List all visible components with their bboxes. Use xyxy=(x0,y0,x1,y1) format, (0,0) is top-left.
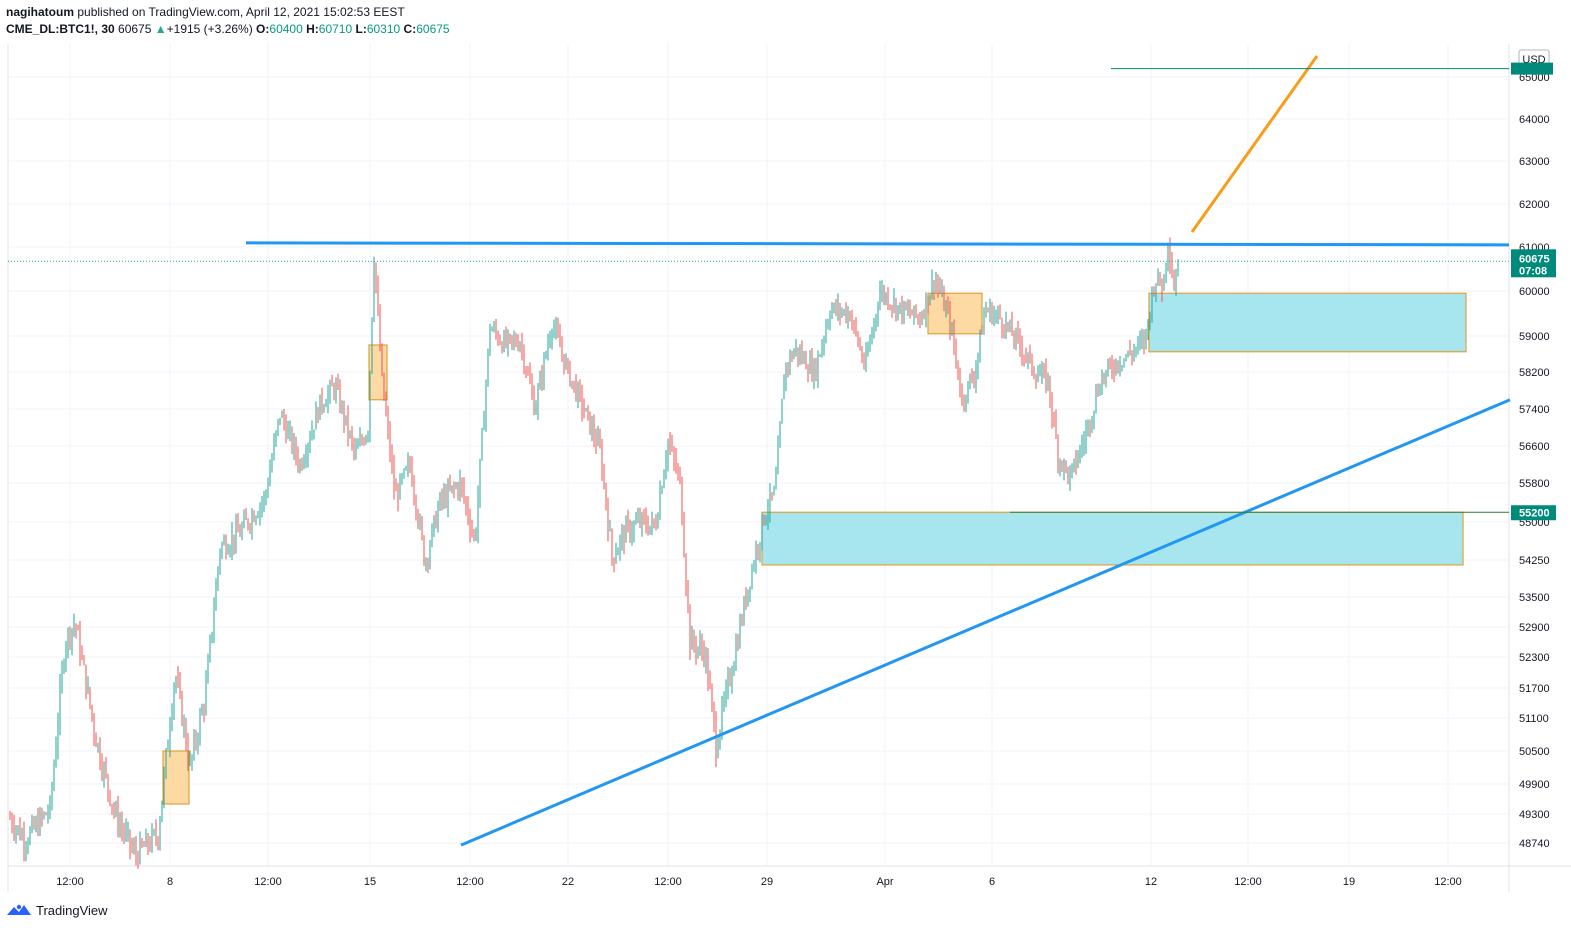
price-axis[interactable]: 48740 49300 49900 50500 51100 51700 52300 52900… xyxy=(1511,49,1556,850)
grid-lines xyxy=(7,44,1571,892)
time-tick-label: 12 xyxy=(1145,876,1157,888)
bar-countdown: 07:08 xyxy=(1519,265,1547,277)
marked-level-tag xyxy=(1511,505,1556,521)
author-name[interactable]: nagihatoum xyxy=(6,5,74,19)
time-tick-label: 12:00 xyxy=(56,876,84,888)
time-tick-label: 22 xyxy=(562,876,574,888)
price-tick-label: 50500 xyxy=(1519,746,1550,758)
high-value: 60710 xyxy=(318,22,353,36)
low-key: L: xyxy=(355,22,367,36)
time-tick-label: 12:00 xyxy=(1434,876,1462,888)
change-label: +1915 (+3.26%) xyxy=(166,22,253,36)
price-tick-label: 52900 xyxy=(1519,622,1550,634)
footer-brand[interactable]: TradingView xyxy=(6,902,108,918)
price-tick-label: 65000 xyxy=(1519,72,1550,84)
open-value: 60400 xyxy=(269,22,303,36)
demand-zone[interactable] xyxy=(1148,292,1467,353)
price-tick-label: 48740 xyxy=(1519,838,1550,850)
price-tick-label: 51700 xyxy=(1519,683,1550,695)
order-block[interactable] xyxy=(927,292,983,335)
last-price-tag xyxy=(1511,249,1556,278)
price-tick-label: 59000 xyxy=(1519,331,1550,343)
low-value: 60310 xyxy=(366,22,401,36)
time-tick-label: 12:00 xyxy=(654,876,682,888)
order-block[interactable] xyxy=(162,750,190,805)
price-tick-label: 51100 xyxy=(1519,713,1549,725)
symbol-label[interactable]: CME_DL:BTC1!, 30 xyxy=(6,22,115,36)
high-key: H: xyxy=(306,22,319,36)
last-price-tag-value: 60675 xyxy=(1519,253,1550,265)
resistance-line[interactable] xyxy=(245,241,1510,247)
time-tick-label: 12:00 xyxy=(1234,876,1262,888)
target-level-tag xyxy=(1511,62,1553,75)
price-tick-label: 53500 xyxy=(1519,592,1550,604)
price-tick-label: 54250 xyxy=(1519,555,1550,567)
open-key: O: xyxy=(256,22,270,36)
price-tick-label: 64000 xyxy=(1519,114,1550,126)
close-value: 60675 xyxy=(416,22,450,36)
drawings-layer xyxy=(8,55,1511,847)
demand-zone[interactable] xyxy=(761,511,1464,566)
publish-text: published on TradingView.com, April 12, … xyxy=(77,5,405,19)
ohlc-legend: CME_DL:BTC1!, 30 60675 ▲+1915 (+3.26%) O… xyxy=(6,21,450,38)
candles-layer xyxy=(9,237,1179,869)
publish-info: nagihatoum published on TradingView.com,… xyxy=(6,4,450,21)
time-tick-label: 12:00 xyxy=(254,876,282,888)
brand-name: TradingView xyxy=(36,902,108,918)
marked-level-tag-value: 55200 xyxy=(1519,507,1550,519)
time-axis[interactable]: 12:00 8 12:00 15 12:00 22 12:00 29 Apr 6 12 12:00 19… xyxy=(56,876,1462,888)
price-tick-label: 57400 xyxy=(1519,404,1550,416)
price-tick-label: 56600 xyxy=(1519,441,1550,453)
last-price-label: 60675 xyxy=(118,22,152,36)
projection-line[interactable] xyxy=(1190,55,1319,233)
time-tick-label: 29 xyxy=(761,876,773,888)
time-tick-label: 6 xyxy=(989,876,995,888)
time-tick-label: 19 xyxy=(1343,876,1355,888)
price-tick-label: 62000 xyxy=(1519,199,1550,211)
close-key: C: xyxy=(403,22,417,36)
tradingview-logo-icon xyxy=(7,904,31,915)
time-tick-label: Apr xyxy=(876,876,893,888)
chart-header: nagihatoum published on TradingView.com,… xyxy=(6,4,450,38)
price-tick-label: 60000 xyxy=(1519,286,1550,298)
time-tick-label: 15 xyxy=(364,876,376,888)
price-tick-label: 58200 xyxy=(1519,367,1550,379)
price-tick-label: 49900 xyxy=(1519,779,1550,791)
time-tick-label: 12:00 xyxy=(456,876,484,888)
zones-layer xyxy=(162,292,1467,805)
price-tick-label: 55800 xyxy=(1519,478,1550,490)
price-tick-label: 49300 xyxy=(1519,809,1550,821)
support-trendline[interactable] xyxy=(460,398,1511,847)
price-tick-label: 63000 xyxy=(1519,156,1550,168)
up-triangle-icon: ▲ xyxy=(154,22,167,36)
price-tick-label: 52300 xyxy=(1519,652,1550,664)
time-tick-label: 8 xyxy=(167,876,173,888)
